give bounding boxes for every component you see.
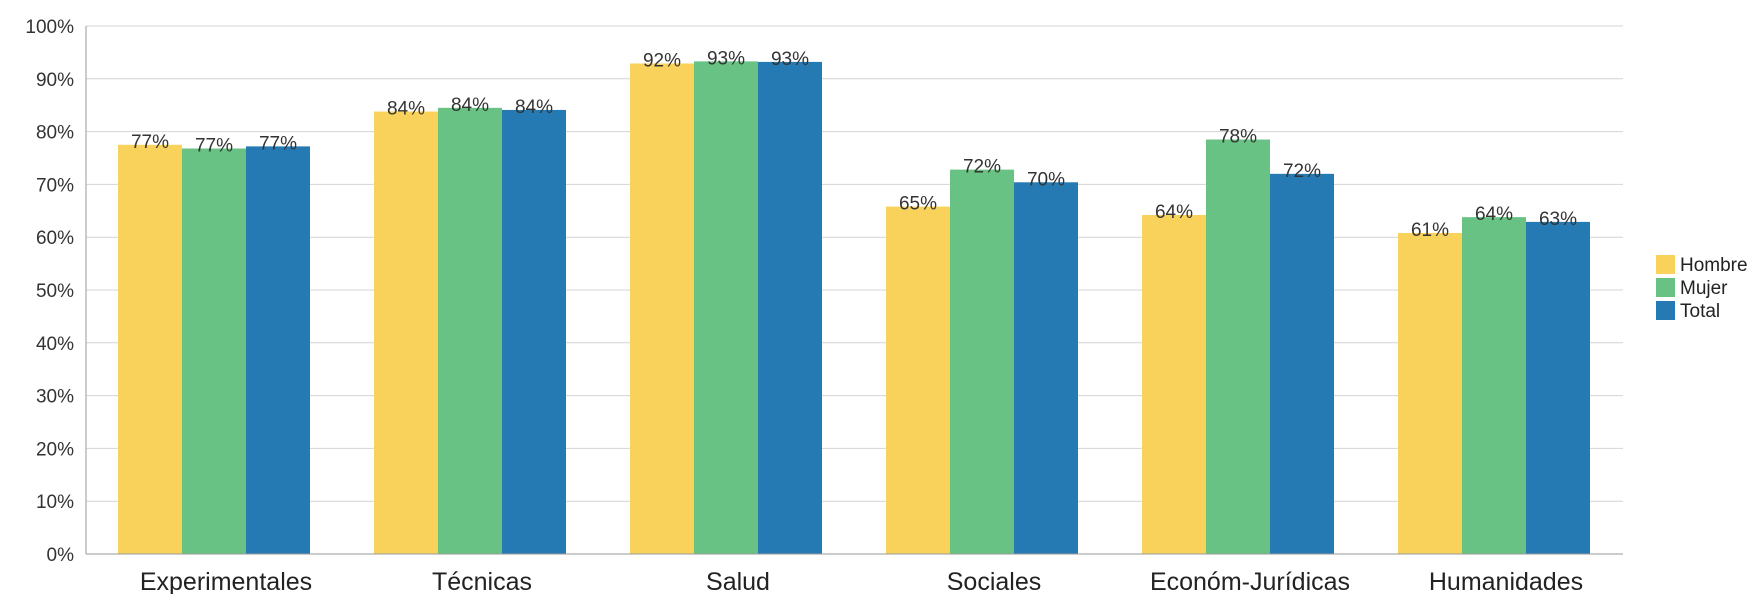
bar-total bbox=[502, 109, 566, 555]
bar-total bbox=[246, 146, 310, 554]
y-axis: 0% 10% 20% 30% 40% 50% 60% 70% 80% 90% 100% bbox=[25, 17, 87, 566]
y-tick-label: 50% bbox=[36, 281, 74, 302]
x-tick-label: Humanidades bbox=[1429, 568, 1583, 594]
gridlines bbox=[86, 25, 1623, 555]
y-tick-label: 20% bbox=[36, 439, 74, 460]
y-tick-label: 70% bbox=[36, 175, 74, 196]
bar-total bbox=[1270, 173, 1334, 554]
bar-total bbox=[1526, 221, 1590, 554]
x-tick-label: Sociales bbox=[947, 568, 1042, 594]
legend-swatch-hombre bbox=[1656, 255, 1675, 274]
data-label: 77% bbox=[131, 132, 169, 153]
x-tick-label: Salud bbox=[706, 568, 770, 594]
x-tick-label: Experimentales bbox=[140, 568, 312, 594]
data-label: 64% bbox=[1155, 202, 1193, 223]
bar-hombre bbox=[1142, 215, 1206, 555]
legend-swatch-mujer bbox=[1656, 278, 1675, 297]
y-tick-label: 40% bbox=[36, 334, 74, 355]
bar-hombre bbox=[374, 111, 438, 554]
data-label: 92% bbox=[643, 50, 681, 71]
data-label: 65% bbox=[899, 194, 937, 215]
data-label: 93% bbox=[771, 49, 809, 70]
data-label: 93% bbox=[707, 48, 745, 69]
bar-mujer bbox=[182, 148, 246, 554]
y-tick-label: 0% bbox=[47, 545, 75, 566]
y-tick-label: 100% bbox=[25, 17, 74, 38]
bar-mujer bbox=[1462, 217, 1526, 555]
bar-hombre bbox=[630, 63, 694, 554]
bars bbox=[118, 61, 1590, 555]
bar-mujer bbox=[694, 61, 758, 554]
data-label: 64% bbox=[1475, 204, 1513, 225]
data-label: 72% bbox=[1283, 161, 1321, 182]
data-label: 84% bbox=[451, 95, 489, 116]
legend-label-hombre: Hombre bbox=[1680, 255, 1748, 276]
x-tick-label: Económ-Jurídicas bbox=[1150, 568, 1350, 594]
legend-label-total: Total bbox=[1680, 301, 1720, 322]
data-label: 72% bbox=[963, 157, 1001, 178]
x-tick-label: Técnicas bbox=[432, 568, 532, 594]
legend-swatch-total bbox=[1656, 301, 1675, 320]
data-labels: 77% 77% 77% 84% 84% 84% 92% 93% 93% 65% 72% 70% 64% 7… bbox=[131, 48, 1577, 241]
bar-hombre bbox=[886, 206, 950, 555]
legend-label-mujer: Mujer bbox=[1680, 278, 1728, 299]
data-label: 77% bbox=[259, 133, 297, 154]
data-label: 70% bbox=[1027, 169, 1065, 190]
y-tick-label: 60% bbox=[36, 228, 74, 249]
data-label: 84% bbox=[387, 99, 425, 120]
data-label: 77% bbox=[195, 135, 233, 156]
data-label: 84% bbox=[515, 97, 553, 118]
bar-mujer bbox=[438, 107, 502, 554]
bar-hombre bbox=[118, 144, 182, 555]
bar-total bbox=[1014, 182, 1078, 554]
bar-mujer bbox=[1206, 139, 1270, 554]
bar-hombre bbox=[1398, 232, 1462, 554]
y-tick-label: 30% bbox=[36, 387, 74, 408]
bar-mujer bbox=[950, 169, 1014, 554]
y-tick-label: 10% bbox=[36, 492, 74, 513]
data-label: 61% bbox=[1411, 220, 1449, 241]
y-tick-label: 80% bbox=[36, 123, 74, 144]
data-label: 78% bbox=[1219, 127, 1257, 148]
x-axis: Experimentales Técnicas Salud Sociales Econó… bbox=[86, 553, 1623, 594]
y-tick-label: 90% bbox=[36, 70, 74, 91]
data-label: 63% bbox=[1539, 209, 1577, 230]
bar-total bbox=[758, 61, 822, 555]
